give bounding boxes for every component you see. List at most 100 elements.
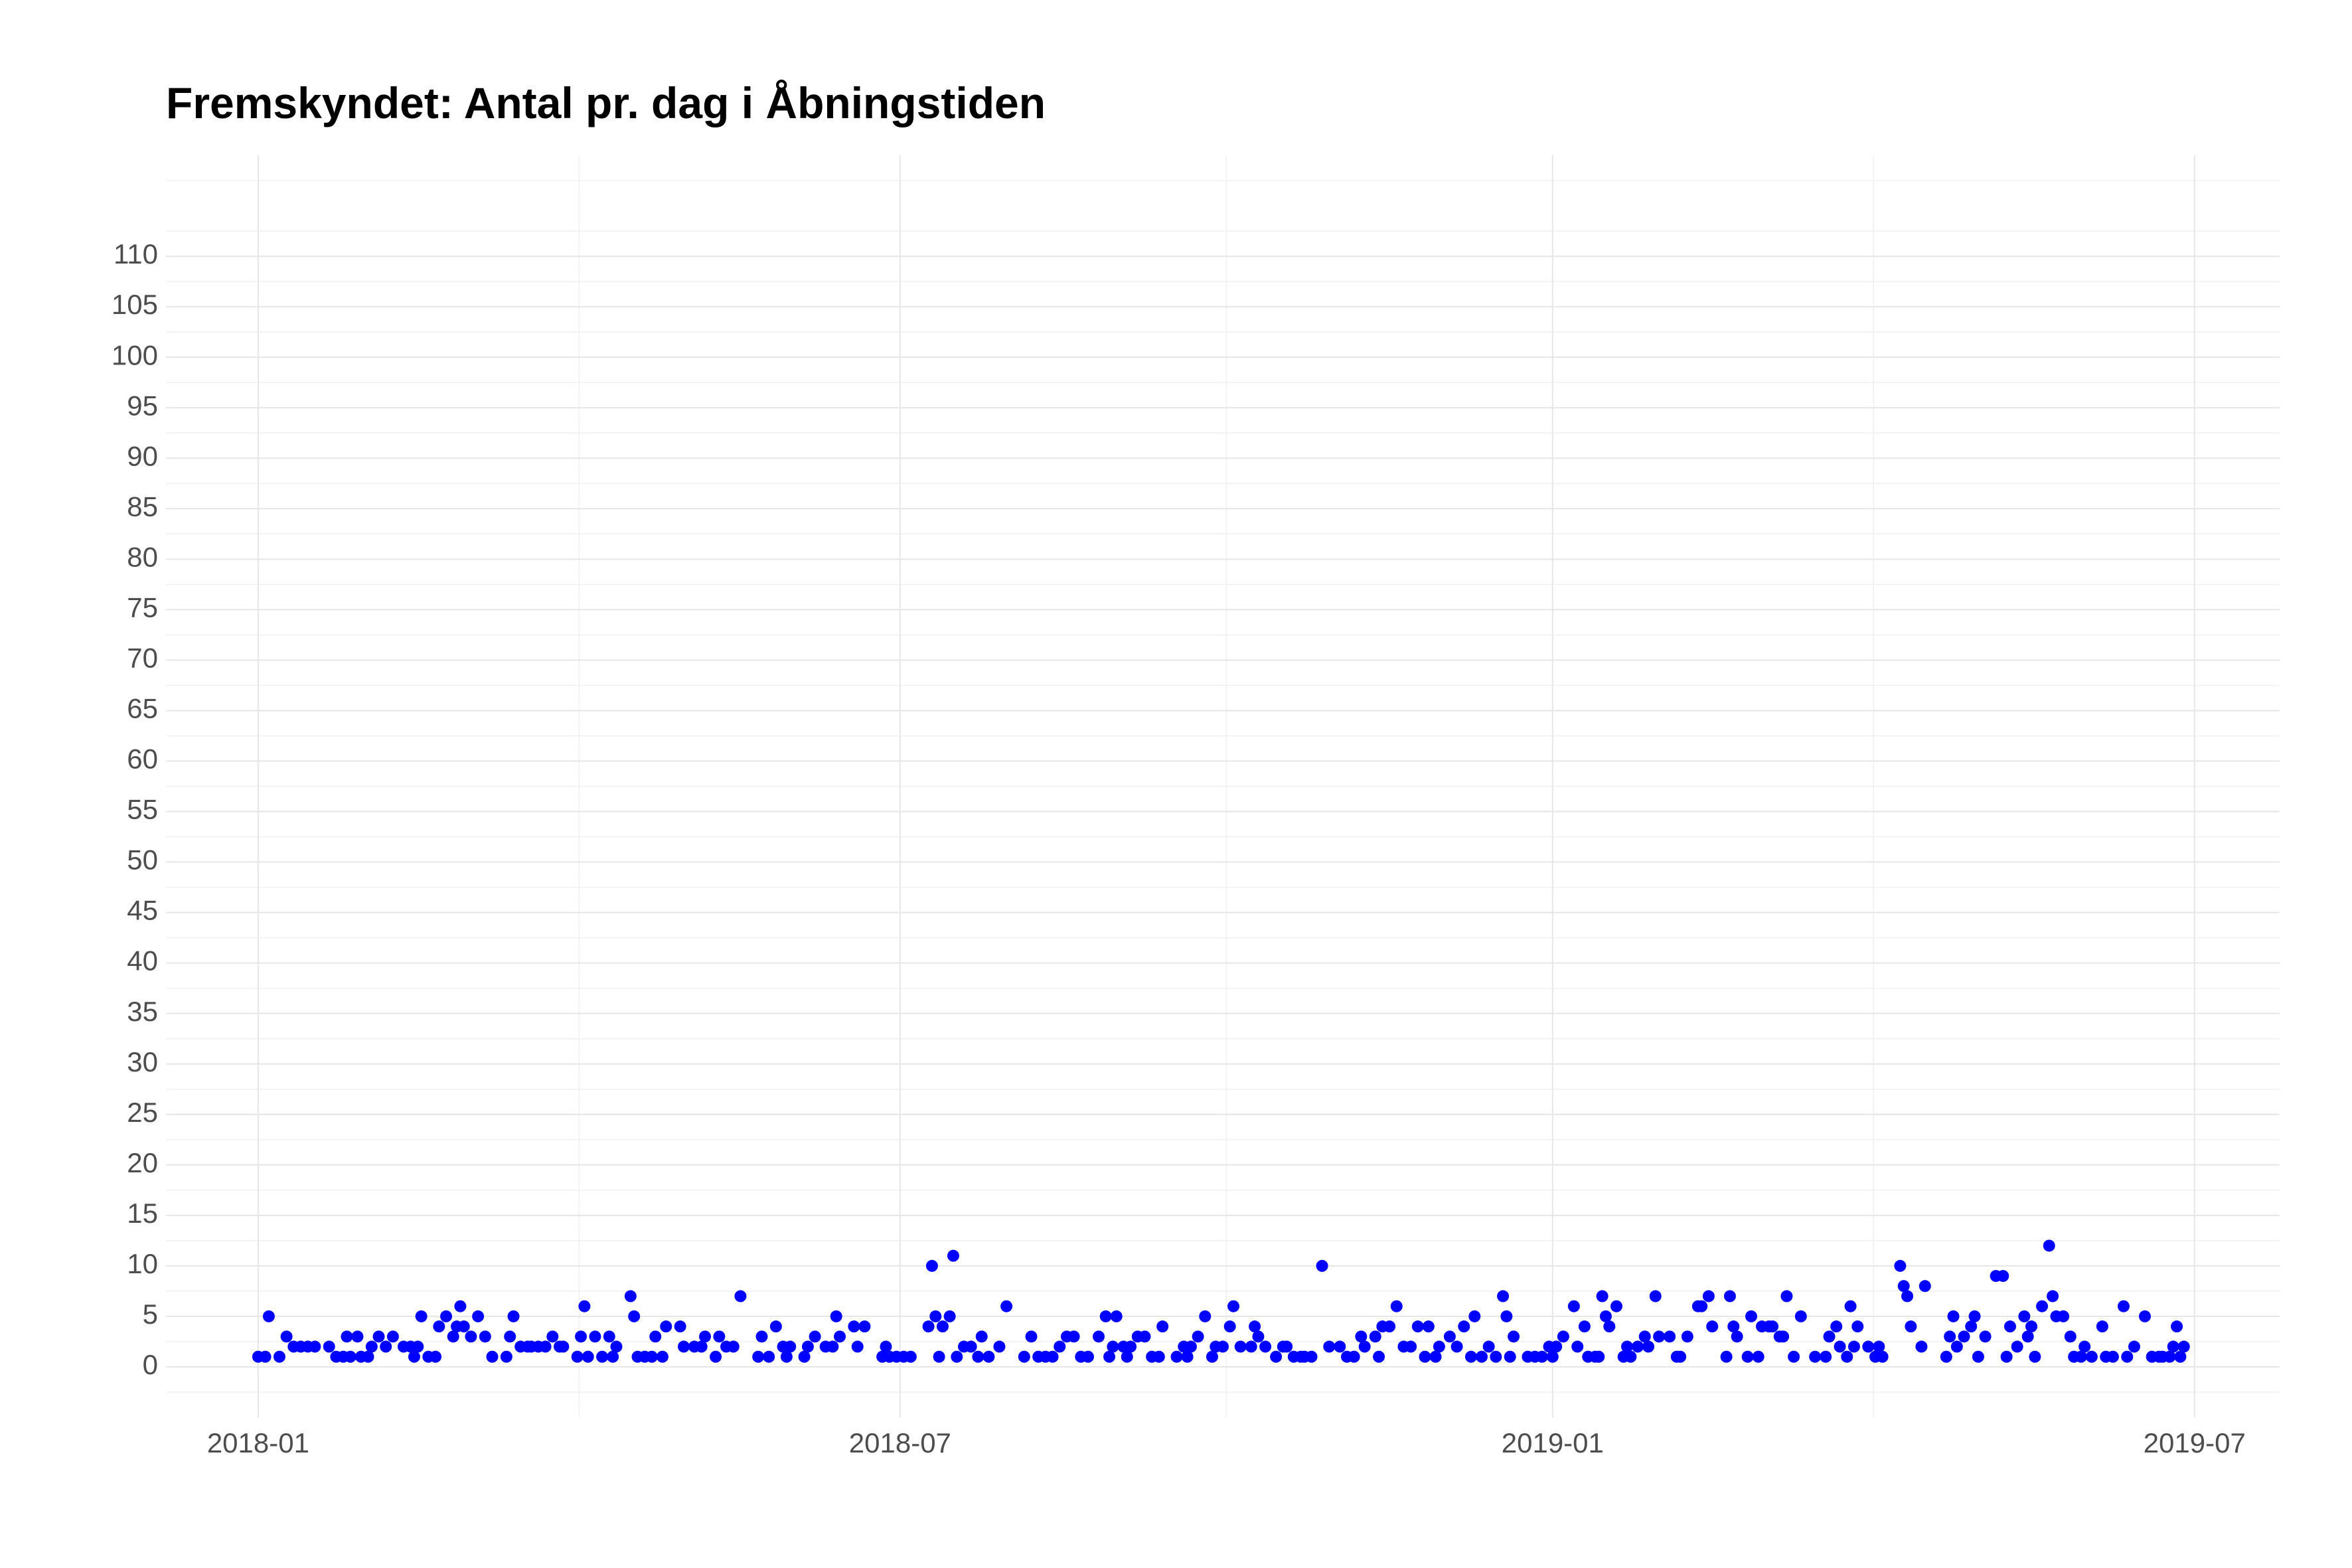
point	[486, 1350, 499, 1363]
point	[1752, 1350, 1764, 1363]
point	[1433, 1340, 1445, 1353]
point	[1915, 1340, 1928, 1353]
point	[1653, 1330, 1666, 1343]
point	[1642, 1340, 1655, 1353]
point	[1046, 1350, 1059, 1363]
point	[1834, 1340, 1846, 1353]
point	[1223, 1320, 1236, 1333]
point	[1706, 1320, 1719, 1333]
point	[1780, 1290, 1793, 1302]
point	[1603, 1320, 1616, 1333]
point	[1596, 1290, 1608, 1302]
point	[1305, 1350, 1318, 1363]
point	[727, 1340, 740, 1353]
point	[848, 1320, 860, 1333]
point	[1110, 1310, 1123, 1322]
point	[1081, 1350, 1094, 1363]
point	[457, 1320, 470, 1333]
point	[1316, 1259, 1328, 1272]
y-tick-label: 50	[127, 844, 158, 876]
point	[2167, 1340, 2179, 1353]
point	[1958, 1330, 1970, 1343]
point	[1504, 1350, 1516, 1363]
point	[645, 1350, 658, 1363]
point	[628, 1310, 641, 1322]
point	[1794, 1310, 1807, 1322]
point	[1847, 1340, 1860, 1353]
point	[1107, 1340, 1119, 1353]
point	[1217, 1340, 1229, 1353]
point	[1156, 1320, 1169, 1333]
point	[936, 1320, 949, 1333]
point	[660, 1320, 672, 1333]
point	[465, 1330, 477, 1343]
point	[603, 1330, 615, 1343]
x-tick-label: 2019-01	[1502, 1427, 1604, 1458]
point	[713, 1330, 726, 1343]
point	[1876, 1350, 1889, 1363]
point	[1443, 1330, 1456, 1343]
point	[1723, 1290, 1736, 1302]
point	[2163, 1350, 2176, 1363]
point	[801, 1340, 814, 1353]
point	[504, 1330, 516, 1343]
point	[1844, 1300, 1857, 1312]
point	[1245, 1340, 1257, 1353]
y-tick-label: 45	[127, 895, 158, 926]
point	[993, 1340, 1006, 1353]
point	[975, 1330, 988, 1343]
chart-title: Fremskyndet: Antal pr. dag i Åbningstide…	[166, 78, 1046, 127]
point	[925, 1259, 938, 1272]
point	[699, 1330, 712, 1343]
point	[1638, 1330, 1651, 1343]
point	[1741, 1350, 1754, 1363]
point	[1458, 1320, 1470, 1333]
y-tick-label: 80	[127, 541, 158, 572]
point	[589, 1330, 601, 1343]
point	[1681, 1330, 1693, 1343]
point	[571, 1350, 584, 1363]
point	[2085, 1350, 2098, 1363]
point	[259, 1350, 272, 1363]
point	[851, 1340, 864, 1353]
point	[1820, 1350, 1832, 1363]
point	[500, 1350, 512, 1363]
point	[1788, 1350, 1800, 1363]
point	[982, 1350, 995, 1363]
point	[1234, 1340, 1247, 1353]
point	[624, 1290, 637, 1302]
point	[1206, 1350, 1218, 1363]
point	[1405, 1340, 1417, 1353]
point	[1067, 1330, 1080, 1343]
y-tick-label: 15	[127, 1198, 158, 1229]
point	[2064, 1330, 2077, 1343]
point	[1259, 1340, 1272, 1353]
point	[610, 1340, 623, 1353]
point	[695, 1340, 708, 1353]
point	[710, 1350, 722, 1363]
point	[1025, 1330, 1038, 1343]
point	[1152, 1350, 1165, 1363]
point	[1550, 1340, 1563, 1353]
point	[1411, 1320, 1424, 1333]
point	[351, 1330, 364, 1343]
point	[412, 1340, 424, 1353]
point	[1138, 1330, 1151, 1343]
point	[2096, 1320, 2108, 1333]
point	[344, 1350, 356, 1363]
point	[1972, 1350, 1984, 1363]
point	[1979, 1330, 1992, 1343]
y-tick-label: 95	[127, 390, 158, 421]
point	[904, 1350, 917, 1363]
point	[784, 1340, 797, 1353]
point	[1841, 1350, 1853, 1363]
x-tick-label: 2018-07	[849, 1427, 951, 1458]
point	[2057, 1310, 2070, 1322]
point	[965, 1340, 977, 1353]
point	[273, 1350, 285, 1363]
point	[1557, 1330, 1569, 1343]
point	[1571, 1340, 1584, 1353]
point	[1355, 1330, 1368, 1343]
y-tick-label: 0	[143, 1349, 158, 1380]
